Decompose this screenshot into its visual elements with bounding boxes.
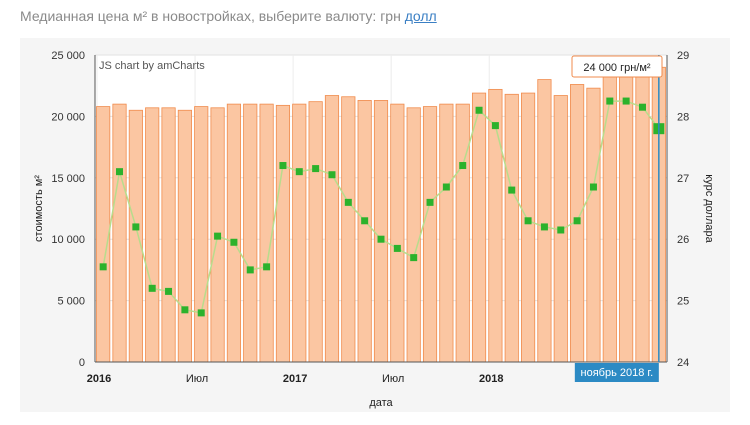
price-chart: 0 5 000 10 000 15 000 20 000 25 000 24 25 26 27 28… bbox=[33, 50, 715, 409]
date-cursor-label-box bbox=[574, 363, 659, 382]
bar[interactable] bbox=[308, 101, 323, 363]
exchange-rate-point[interactable] bbox=[540, 223, 548, 231]
bar[interactable] bbox=[619, 71, 634, 363]
y-right-tick-label: 27 bbox=[677, 173, 689, 185]
value-tooltip-text: 24 000 грн/м² bbox=[583, 62, 651, 74]
y-left-tick-label: 15 000 bbox=[51, 173, 85, 185]
bar[interactable] bbox=[341, 96, 356, 363]
bar[interactable] bbox=[112, 103, 127, 363]
bar[interactable] bbox=[96, 106, 111, 363]
y-right-tick-label: 25 bbox=[677, 296, 689, 308]
currency-usd-link[interactable]: долл bbox=[404, 8, 437, 24]
exchange-rate-point[interactable] bbox=[214, 232, 222, 240]
y-right-tick-label: 26 bbox=[677, 234, 689, 246]
exchange-rate-point[interactable] bbox=[622, 97, 630, 105]
bar[interactable] bbox=[194, 106, 209, 363]
exchange-rate-point[interactable] bbox=[361, 217, 369, 225]
exchange-rate-point[interactable] bbox=[279, 162, 287, 170]
x-tick-label: 2018 bbox=[479, 373, 503, 385]
bar[interactable] bbox=[145, 107, 160, 363]
bar[interactable] bbox=[471, 92, 487, 363]
exchange-rate-point[interactable] bbox=[197, 309, 205, 317]
exchange-rate-point[interactable] bbox=[148, 284, 156, 292]
y-left-tick-label: 10 000 bbox=[51, 234, 85, 246]
x-tick-label: 2017 bbox=[283, 373, 307, 385]
exchange-rate-point[interactable] bbox=[295, 168, 303, 176]
bar[interactable] bbox=[373, 100, 389, 363]
date-cursor-label: ноябрь 2018 г. bbox=[581, 367, 654, 379]
bar[interactable] bbox=[226, 103, 241, 363]
bar[interactable] bbox=[357, 100, 372, 363]
bar[interactable] bbox=[128, 109, 143, 363]
y-right-tick-label: 28 bbox=[677, 111, 689, 123]
exchange-rate-point[interactable] bbox=[132, 223, 140, 231]
exchange-rate-point[interactable] bbox=[181, 306, 189, 314]
bar[interactable] bbox=[586, 87, 601, 363]
exchange-rate-point[interactable] bbox=[165, 287, 173, 295]
bar[interactable] bbox=[177, 109, 192, 363]
y-right-tick-label: 29 bbox=[677, 50, 689, 62]
exchange-rate-point[interactable] bbox=[377, 235, 385, 243]
exchange-rate-point[interactable] bbox=[328, 171, 336, 179]
exchange-rate-point[interactable] bbox=[246, 266, 254, 274]
exchange-rate-point[interactable] bbox=[589, 183, 597, 191]
exchange-rate-point[interactable] bbox=[508, 186, 516, 194]
y-left-tick-label: 5 000 bbox=[57, 296, 85, 308]
bar[interactable] bbox=[243, 103, 258, 363]
exchange-rate-point[interactable] bbox=[99, 263, 107, 271]
bar[interactable] bbox=[390, 103, 405, 363]
exchange-rate-point[interactable] bbox=[638, 103, 646, 111]
exchange-rate-point[interactable] bbox=[426, 198, 434, 206]
exchange-rate-point[interactable] bbox=[491, 122, 499, 130]
chart-panel: 0 5 000 10 000 15 000 20 000 25 000 24 25 26 27 28… bbox=[20, 38, 730, 412]
exchange-rate-point[interactable] bbox=[459, 162, 467, 170]
exchange-rate-point[interactable] bbox=[557, 226, 565, 234]
value-tooltip-box bbox=[571, 55, 663, 78]
exchange-rate-point[interactable] bbox=[344, 198, 352, 206]
y-left-tick-label: 25 000 bbox=[51, 50, 85, 62]
y-left-tick-label: 0 bbox=[79, 357, 85, 369]
exchange-rate-point[interactable] bbox=[573, 217, 581, 225]
bar[interactable] bbox=[537, 79, 552, 363]
exchange-rate-point[interactable] bbox=[393, 244, 401, 252]
exchange-rate-point[interactable] bbox=[606, 97, 614, 105]
bar[interactable] bbox=[521, 92, 536, 363]
x-tick-label: 2016 bbox=[87, 373, 111, 385]
bar[interactable] bbox=[439, 103, 454, 363]
exchange-rate-point[interactable] bbox=[442, 183, 450, 191]
x-axis-title: дата bbox=[369, 397, 393, 409]
y-right-axis-title: курс доллара bbox=[703, 174, 715, 243]
exchange-rate-point[interactable] bbox=[475, 106, 483, 114]
exchange-rate-point[interactable] bbox=[230, 238, 238, 246]
bar[interactable] bbox=[455, 103, 470, 363]
exchange-rate-point[interactable] bbox=[312, 165, 320, 173]
y-left-tick-label: 20 000 bbox=[51, 111, 85, 123]
bar[interactable] bbox=[504, 93, 519, 363]
bar[interactable] bbox=[275, 104, 291, 363]
header-title: Медианная цена м² в новостройках, выбери… bbox=[20, 8, 401, 24]
bar[interactable] bbox=[488, 88, 503, 363]
exchange-rate-point[interactable] bbox=[116, 168, 124, 176]
exchange-rate-point[interactable] bbox=[524, 217, 532, 225]
bar[interactable] bbox=[602, 75, 617, 363]
bar[interactable] bbox=[324, 95, 340, 363]
bar[interactable] bbox=[161, 107, 176, 363]
exchange-rate-point[interactable] bbox=[263, 263, 271, 271]
bar[interactable] bbox=[406, 107, 421, 363]
chart-credit: JS chart by amCharts bbox=[99, 60, 205, 72]
x-tick-label: Июл bbox=[382, 373, 404, 385]
bar[interactable] bbox=[292, 103, 307, 363]
x-tick-label: Июл bbox=[186, 373, 208, 385]
chart-header: Медианная цена м² в новостройках, выбери… bbox=[20, 8, 437, 24]
exchange-rate-point[interactable] bbox=[410, 254, 418, 262]
bar[interactable] bbox=[422, 106, 438, 363]
y-right-tick-label: 24 bbox=[677, 357, 689, 369]
y-left-axis-title: стоимость м² bbox=[33, 175, 45, 242]
